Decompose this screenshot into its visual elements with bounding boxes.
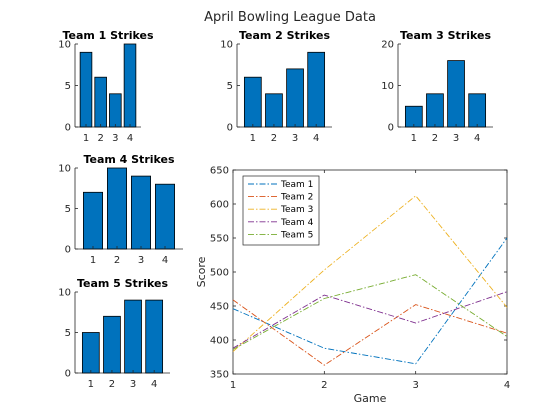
bar-1 <box>79 51 93 128</box>
bar-4 <box>123 43 137 128</box>
bar-2 <box>94 76 107 128</box>
legend-label: Team 5 <box>280 230 313 240</box>
bar-1 <box>83 191 104 250</box>
y-tick-label: 0 <box>65 245 71 256</box>
x-tick-label: 3 <box>112 133 118 144</box>
y-tick-label: 0 <box>65 123 71 134</box>
x-tick-label: 4 <box>162 255 168 266</box>
series-line-team-5 <box>232 274 508 350</box>
bar-1 <box>243 76 262 128</box>
bar-chart-team-4: 0 5 10 1 2 3 4 Team 4 Strikes <box>58 153 183 266</box>
y-tick-label: 450 <box>210 302 229 313</box>
bar-chart-team-3: 0 10 20 1 2 3 4 Team 3 Strikes <box>381 29 493 144</box>
y-tick-label: 5 <box>65 204 71 215</box>
y-tick-label: 10 <box>220 40 233 51</box>
subplot-title: Team 4 Strikes <box>83 153 175 166</box>
x-tick-label: 1 <box>83 133 89 144</box>
x-tick-label: 2 <box>97 133 103 144</box>
y-tick-label: 5 <box>65 328 71 339</box>
subplot-title: Team 3 Strikes <box>400 29 492 42</box>
series-line-team-2 <box>232 299 508 366</box>
x-tick-label: 4 <box>151 379 157 390</box>
y-tick-label: 10 <box>58 288 71 299</box>
line-chart-scores: 350 400 450 500 550 600 650 1 2 3 4 Team 1 Team 2 Tea… <box>195 166 510 406</box>
bar-chart-team-1: 0 5 10 1 2 3 4 Team 1 Strikes <box>58 29 154 144</box>
bar-2 <box>107 167 128 250</box>
bar-4 <box>145 299 164 374</box>
y-tick-label: 10 <box>381 81 394 92</box>
x-tick-label: 3 <box>453 133 459 144</box>
y-tick-label: 0 <box>227 123 233 134</box>
x-tick-label: 2 <box>432 133 438 144</box>
y-tick-label: 500 <box>210 268 229 279</box>
x-tick-label: 1 <box>230 380 236 391</box>
x-tick-label: 4 <box>504 380 510 391</box>
x-tick-label: 3 <box>412 380 418 391</box>
figure-title: April Bowling League Data <box>204 10 376 25</box>
x-tick-label: 1 <box>250 133 256 144</box>
y-axis-label: Score <box>195 256 208 287</box>
bar-4 <box>307 51 326 128</box>
x-axis-label: Game <box>354 392 387 405</box>
legend-label: Team 4 <box>280 218 314 228</box>
x-tick-label: 1 <box>88 379 94 390</box>
bar-4 <box>468 93 487 128</box>
series-line-team-1 <box>232 237 508 365</box>
legend-label: Team 2 <box>280 193 313 203</box>
y-tick-label: 10 <box>58 164 71 175</box>
subplot-title: Team 1 Strikes <box>62 29 154 42</box>
bar-2 <box>426 93 444 128</box>
y-tick-label: 20 <box>381 40 394 51</box>
bar-3 <box>447 60 465 128</box>
bar-2 <box>103 315 121 374</box>
legend-label: Team 1 <box>280 180 313 190</box>
x-tick-label: 3 <box>130 379 136 390</box>
bar-3 <box>124 299 142 374</box>
y-tick-label: 5 <box>65 81 71 92</box>
x-tick-label: 4 <box>127 133 133 144</box>
x-tick-label: 1 <box>90 255 96 266</box>
y-tick-label: 0 <box>388 123 394 134</box>
y-tick-label: 650 <box>210 166 229 177</box>
x-tick-label: 4 <box>313 133 319 144</box>
series-line-team-3 <box>232 195 508 352</box>
bar-3 <box>130 175 151 250</box>
y-tick-label: 400 <box>210 336 229 347</box>
series-line-team-4 <box>232 291 508 349</box>
x-tick-label: 3 <box>292 133 298 144</box>
y-tick-label: 350 <box>210 370 229 381</box>
bar-1 <box>81 332 100 374</box>
x-tick-label: 4 <box>474 133 480 144</box>
bar-2 <box>265 93 283 128</box>
y-tick-label: 550 <box>210 234 229 245</box>
bar-3 <box>286 68 304 128</box>
x-tick-label: 2 <box>321 380 327 391</box>
subplot-title: Team 2 Strikes <box>239 29 331 42</box>
bar-chart-team-2: 0 5 10 1 2 3 4 Team 2 Strikes <box>220 29 332 144</box>
bar-4 <box>154 183 175 250</box>
x-tick-label: 1 <box>411 133 417 144</box>
subplot-title: Team 5 Strikes <box>77 277 169 290</box>
bar-chart-team-5: 0 5 10 1 2 3 4 Team 5 Strikes <box>58 277 170 390</box>
legend-box <box>242 175 320 246</box>
y-tick-label: 5 <box>227 81 233 92</box>
bar-1 <box>404 105 423 128</box>
x-tick-label: 3 <box>138 255 144 266</box>
legend-label: Team 3 <box>280 205 313 215</box>
bar-3 <box>109 93 122 128</box>
y-tick-label: 0 <box>65 369 71 380</box>
x-tick-label: 2 <box>109 379 115 390</box>
x-tick-label: 2 <box>114 255 120 266</box>
y-tick-label: 600 <box>210 200 229 211</box>
x-tick-label: 2 <box>271 133 277 144</box>
y-tick-label: 10 <box>58 40 71 51</box>
